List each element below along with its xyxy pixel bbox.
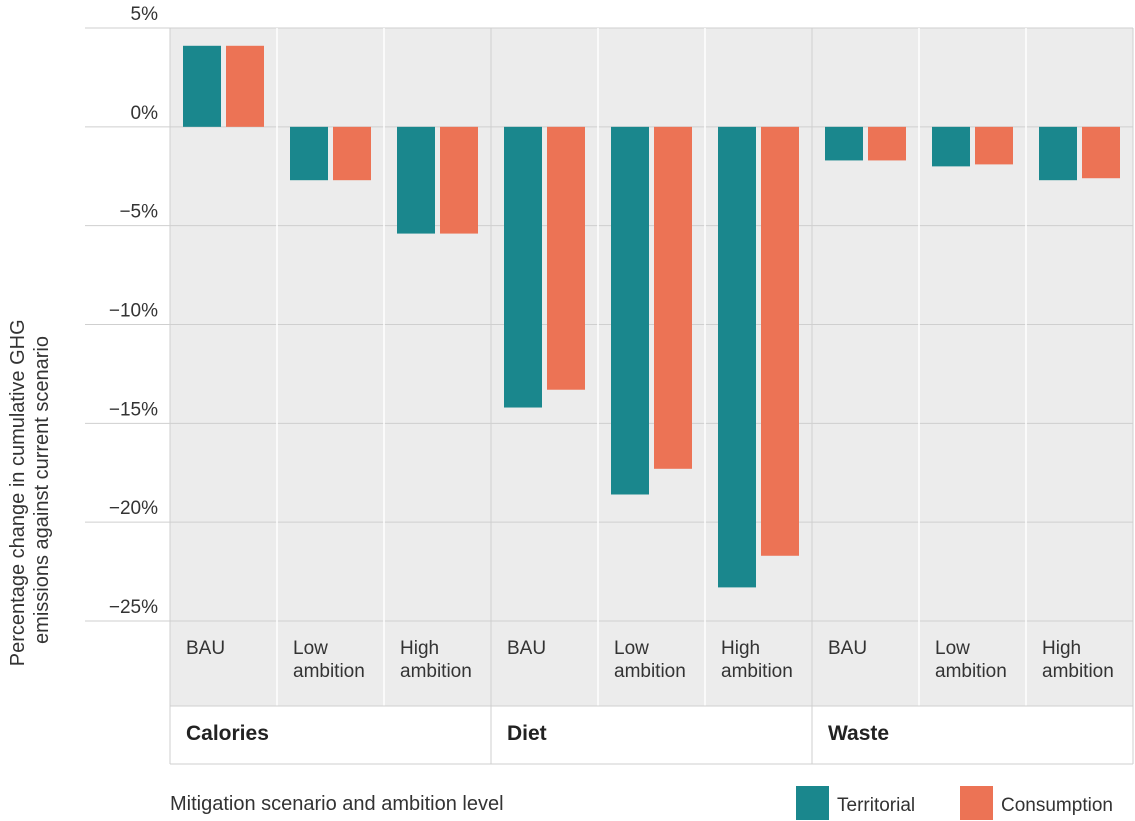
group-band (170, 706, 1133, 764)
bar-territorial (183, 45, 221, 127)
gridlines (85, 27, 1134, 765)
y-tick-label: −25% (109, 597, 158, 618)
y-axis-ticks: 5% 0% −5% −10% −15% −20% −25% (109, 4, 158, 618)
x-category-line: Low (935, 638, 970, 659)
group-labels: Calories Diet Waste (186, 722, 889, 745)
x-category-line: High (400, 638, 439, 659)
bar-consumption (440, 126, 478, 234)
x-category-label: High ambition (1042, 638, 1114, 682)
group-label: Waste (828, 722, 889, 745)
x-category-line: ambition (1042, 661, 1114, 682)
bar-consumption (333, 126, 371, 181)
x-category-label: BAU (828, 638, 867, 659)
bar-territorial (932, 126, 970, 167)
plot-background (170, 28, 1133, 764)
x-category-label: BAU (186, 638, 225, 659)
y-axis-label-line-2: emissions against current scenario (31, 336, 53, 644)
bar-territorial (1039, 126, 1077, 181)
bar-consumption (1082, 126, 1120, 179)
x-axis-label: Mitigation scenario and ambition level (170, 793, 504, 815)
x-category-line: ambition (935, 661, 1007, 682)
x-category-label: Low ambition (935, 638, 1007, 682)
bar-consumption (547, 126, 585, 390)
bar-consumption (761, 126, 799, 556)
legend-swatch-territorial (796, 786, 829, 820)
x-category-label: High ambition (721, 638, 793, 682)
bar-territorial (825, 126, 863, 161)
bar-territorial (290, 126, 328, 181)
y-tick-label: 5% (131, 4, 159, 25)
group-label: Calories (186, 722, 269, 745)
bar-consumption (654, 126, 692, 469)
x-category-label: Low ambition (293, 638, 365, 682)
x-category-line: BAU (828, 638, 867, 659)
x-category-line: ambition (293, 661, 365, 682)
y-axis-label-line-1: Percentage change in cumulative GHG (7, 319, 29, 666)
y-tick-label: −5% (119, 202, 158, 223)
bar-territorial (397, 126, 435, 234)
legend-swatch-consumption (960, 786, 993, 820)
x-category-line: BAU (507, 638, 546, 659)
x-category-label: High ambition (400, 638, 472, 682)
y-tick-label: −10% (109, 301, 158, 322)
y-tick-label: 0% (131, 103, 159, 124)
x-category-line: BAU (186, 638, 225, 659)
bar-territorial (504, 126, 542, 408)
y-axis-label: Percentage change in cumulative GHG emis… (7, 314, 53, 666)
legend: Territorial Consumption (796, 786, 1113, 820)
y-tick-label: −20% (109, 498, 158, 519)
bars (183, 45, 1120, 588)
bar-consumption (868, 126, 906, 161)
bar-territorial (718, 126, 756, 588)
x-category-line: High (721, 638, 760, 659)
bar-consumption (226, 45, 264, 127)
bar-territorial (611, 126, 649, 495)
x-category-line: Low (614, 638, 649, 659)
x-category-line: ambition (614, 661, 686, 682)
legend-label-territorial: Territorial (837, 795, 915, 816)
x-category-line: ambition (721, 661, 793, 682)
x-category-line: ambition (400, 661, 472, 682)
legend-label-consumption: Consumption (1001, 795, 1113, 816)
bar-consumption (975, 126, 1013, 165)
y-tick-label: −15% (109, 399, 158, 420)
x-category-line: High (1042, 638, 1081, 659)
group-label: Diet (507, 722, 547, 745)
x-category-line: Low (293, 638, 328, 659)
x-category-label: Low ambition (614, 638, 686, 682)
x-category-label: BAU (507, 638, 546, 659)
